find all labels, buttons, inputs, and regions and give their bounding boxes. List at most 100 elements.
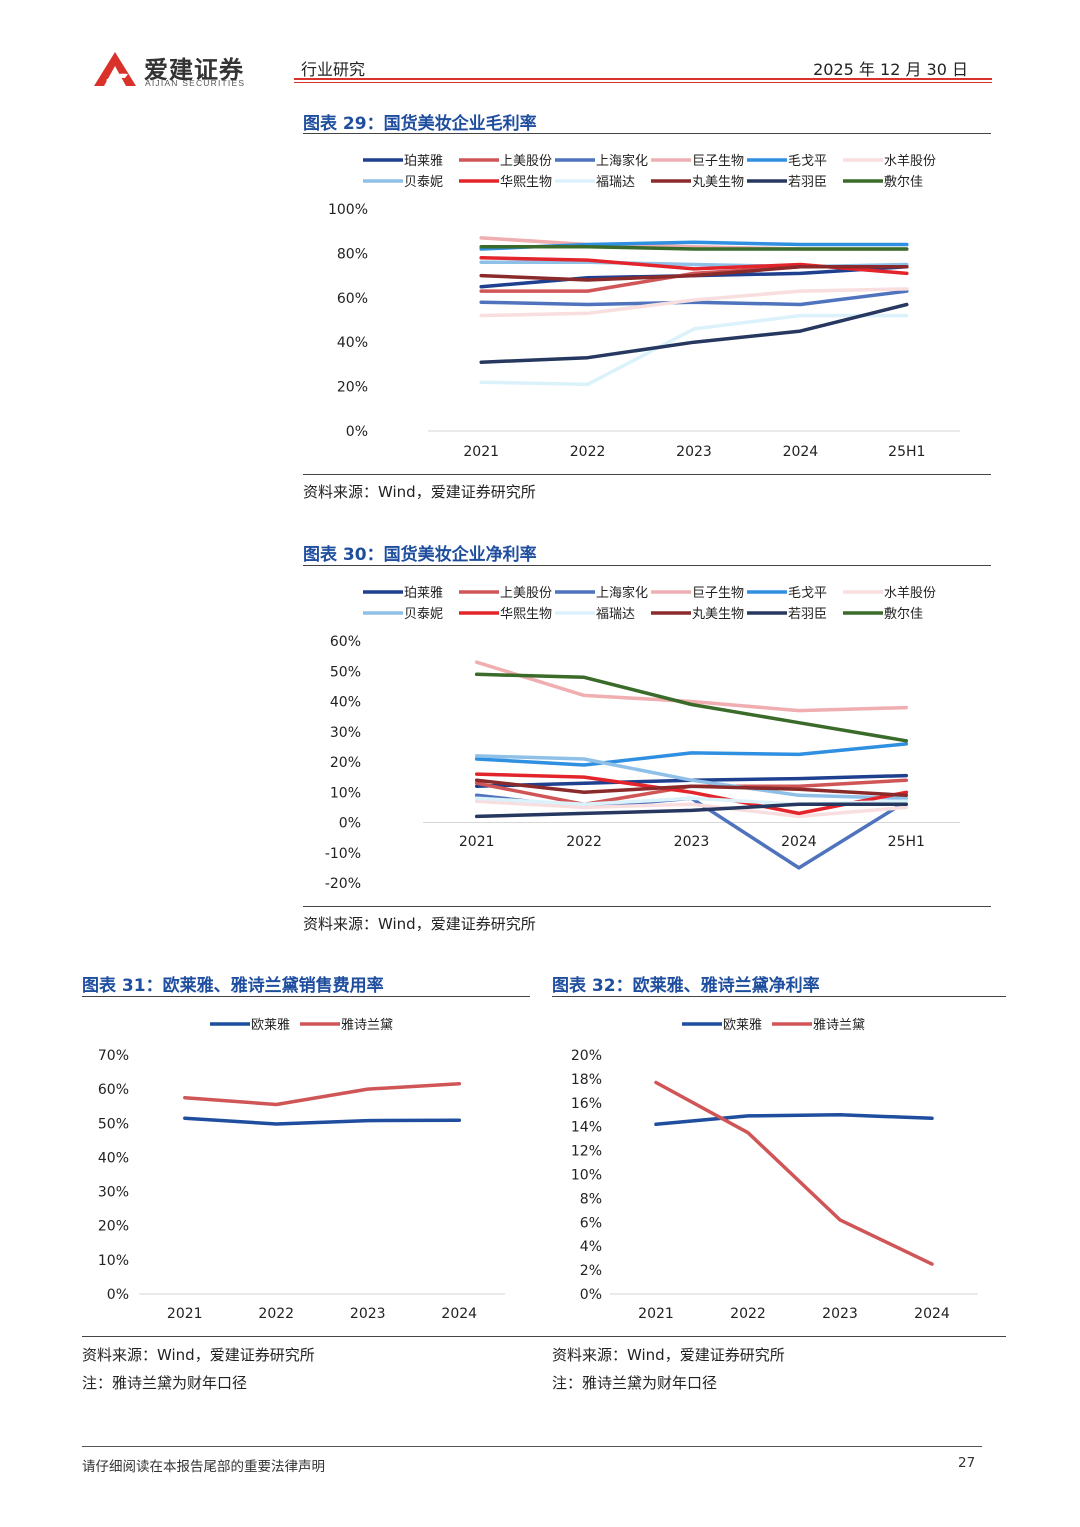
c29-legend-label: 毛戈平	[788, 154, 827, 169]
c31-y-tick-label: 40%	[98, 1150, 129, 1166]
c32-y-tick-label: 20%	[571, 1048, 602, 1064]
c30-y-tick-label: 30%	[330, 725, 361, 741]
c32-y-tick-label: 6%	[580, 1215, 602, 1231]
chart-30-top-rule	[303, 565, 991, 566]
bottom-charts-rule	[82, 1336, 1006, 1337]
c32-legend-item: 欧莱雅	[682, 1018, 762, 1033]
chart-32-top-rule	[552, 996, 1006, 997]
c29-series-line	[479, 313, 909, 387]
c30-legend-item: 珀莱雅	[363, 586, 443, 601]
c30-y-tick-label: 40%	[330, 695, 361, 711]
c30-legend-label: 巨子生物	[692, 586, 744, 601]
c29-y-tick-label: 80%	[337, 246, 368, 262]
c29-legend-label: 上美股份	[500, 154, 552, 169]
c31-y-tick-label: 10%	[98, 1253, 129, 1269]
c29-legend-item: 巨子生物	[651, 154, 744, 169]
c32-y-tick-label: 0%	[580, 1287, 602, 1303]
c30-x-tick-label: 25H1	[888, 834, 925, 850]
c29-x-tick-label: 25H1	[888, 444, 925, 460]
report-date: 2025 年 12 月 30 日	[813, 60, 968, 79]
footer-disclaimer: 请仔细阅读在本报告尾部的重要法律声明	[82, 1459, 325, 1475]
c29-legend-label: 珀莱雅	[404, 154, 443, 169]
c29-legend-item: 上美股份	[459, 154, 552, 169]
c31-series-line	[183, 1081, 462, 1107]
c30-y-tick-label: 60%	[330, 634, 361, 650]
c31-y-tick-label: 70%	[98, 1048, 129, 1064]
chart-31-title: 图表 31：欧莱雅、雅诗兰黛销售费用率	[82, 976, 384, 996]
c30-legend-label: 华熙生物	[500, 607, 552, 622]
c29-legend-label: 福瑞达	[596, 175, 635, 190]
c30-legend-item: 巨子生物	[651, 586, 744, 601]
c31-y-tick-label: 20%	[98, 1219, 129, 1235]
c30-legend-item: 福瑞达	[555, 607, 635, 622]
chart-31-top-rule	[82, 996, 530, 997]
c31-x-tick-label: 2024	[441, 1306, 477, 1322]
c30-legend-label: 毛戈平	[788, 586, 827, 601]
c31-x-tick-label: 2021	[167, 1306, 203, 1322]
c30-legend-label: 上美股份	[500, 586, 552, 601]
c31-y-tick-label: 0%	[107, 1287, 129, 1303]
c29-legend-item: 毛戈平	[747, 154, 827, 169]
c30-y-tick-label: 10%	[330, 785, 361, 801]
c31-legend-item: 雅诗兰黛	[300, 1018, 393, 1033]
c30-legend-label: 丸美生物	[692, 607, 744, 622]
c30-legend-label: 若羽臣	[788, 606, 827, 622]
c32-y-tick-label: 12%	[571, 1144, 602, 1160]
c30-series-line	[474, 778, 909, 798]
c29-y-tick-label: 40%	[337, 335, 368, 351]
c30-legend-label: 水羊股份	[884, 585, 936, 601]
c32-series-line	[654, 1080, 934, 1266]
chart-31-note: 注：雅诗兰黛为财年口径	[82, 1374, 248, 1392]
c29-legend-item: 若羽臣	[747, 174, 827, 190]
c29-legend-item: 水羊股份	[843, 153, 936, 169]
chart-31: 欧莱雅 雅诗兰黛 0% 10% 20% 30% 40% 50% 60% 70% 2021 2022 20…	[98, 1018, 505, 1322]
header-rule-thin	[294, 82, 992, 83]
c29-legend-label: 巨子生物	[692, 154, 744, 169]
c29-legend-label: 水羊股份	[884, 153, 936, 169]
c31-x-tick-label: 2022	[258, 1306, 294, 1322]
c29-series-line	[479, 289, 909, 307]
c31-legend-label: 雅诗兰黛	[341, 1018, 393, 1033]
c30-legend-item: 毛戈平	[747, 586, 827, 601]
c30-y-tick-label: -20%	[325, 876, 361, 892]
c29-legend-label: 贝泰妮	[404, 175, 443, 190]
c32-x-tick-label: 2024	[914, 1306, 950, 1322]
chart-30-title: 图表 30：国货美妆企业净利率	[303, 545, 537, 565]
c32-x-tick-label: 2022	[730, 1306, 766, 1322]
chart-32: 欧莱雅 雅诗兰黛 0% 2% 4% 6% 8% 10% 12% 14% 16% 18% 20% 2021 2…	[571, 1018, 978, 1322]
c30-y-tick-label: -10%	[325, 846, 361, 862]
c29-y-tick-label: 20%	[337, 380, 368, 396]
c29-legend-label: 若羽臣	[788, 174, 827, 190]
chart-32-title: 图表 32：欧莱雅、雅诗兰黛净利率	[552, 976, 820, 996]
c31-series-line	[183, 1116, 462, 1126]
c30-series-line	[474, 772, 909, 816]
c29-legend-item: 福瑞达	[555, 175, 635, 190]
chart-29-title: 图表 29：国货美妆企业毛利率	[303, 114, 537, 134]
c30-series-line	[474, 799, 909, 819]
c30-legend-label: 敷尔佳	[884, 607, 923, 622]
chart-31-source: 资料来源：Wind，爱建证券研究所	[82, 1346, 315, 1364]
c32-y-tick-label: 16%	[571, 1096, 602, 1112]
page-number: 27	[958, 1455, 976, 1471]
c30-legend-item: 若羽臣	[747, 606, 827, 622]
section-label: 行业研究	[301, 60, 366, 79]
c30-legend-item: 水羊股份	[843, 585, 936, 601]
chart-32-source: 资料来源：Wind，爱建证券研究所	[552, 1346, 785, 1364]
c29-y-tick-label: 0%	[346, 424, 368, 440]
header-rule	[294, 78, 992, 80]
c30-legend-item: 贝泰妮	[363, 607, 443, 622]
c30-series-line	[474, 660, 909, 713]
c31-legend-label: 欧莱雅	[251, 1018, 290, 1033]
logo-icon	[94, 52, 136, 86]
c32-y-tick-label: 8%	[580, 1191, 602, 1207]
c31-legend-item: 欧莱雅	[210, 1018, 290, 1033]
c29-series-line	[479, 244, 909, 251]
c29-legend-item: 贝泰妮	[363, 175, 443, 190]
chart-29-top-rule	[303, 133, 991, 134]
c29-legend-label: 敷尔佳	[884, 175, 923, 190]
c29-legend-label: 上海家化	[596, 153, 648, 169]
c32-series-line	[654, 1113, 934, 1127]
c30-legend-item: 华熙生物	[459, 607, 552, 622]
c30-legend-item: 丸美生物	[651, 607, 744, 622]
